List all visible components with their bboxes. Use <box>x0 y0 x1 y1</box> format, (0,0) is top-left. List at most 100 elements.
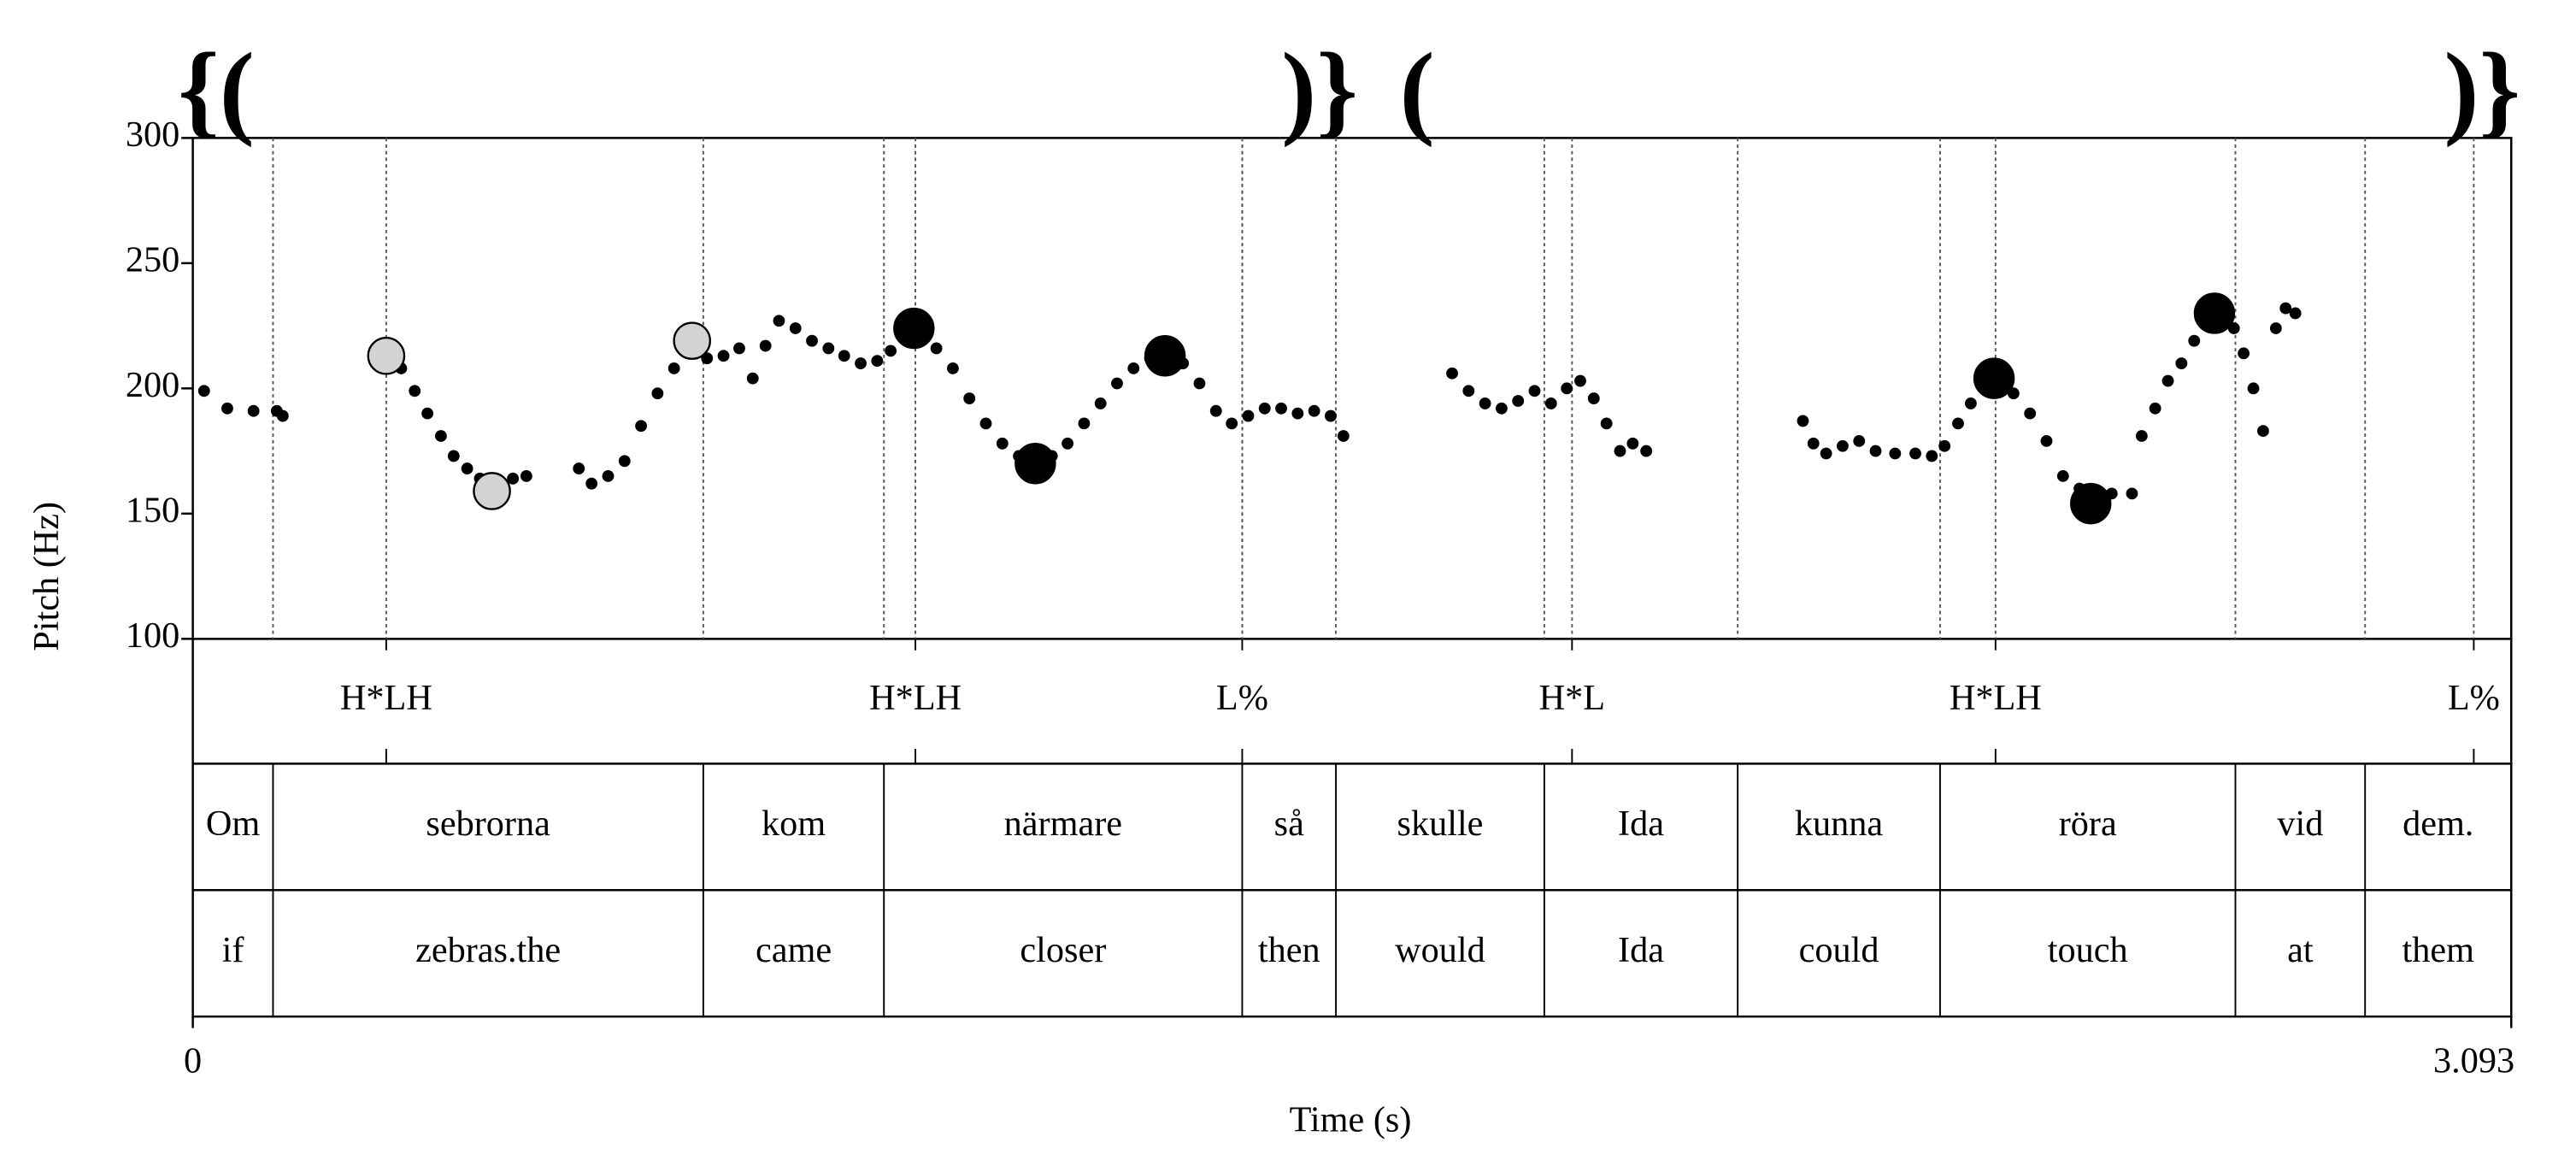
interval-label: kom <box>762 804 826 844</box>
pitch-point <box>1528 385 1541 398</box>
pitch-point <box>2175 357 2188 369</box>
pitch-point <box>421 407 434 420</box>
interval-label: closer <box>1020 930 1106 970</box>
pitch-point <box>855 357 867 369</box>
phrase-bracket: ( <box>1400 31 1435 148</box>
pitch-point <box>1938 439 1951 452</box>
pitch-point <box>1797 415 1809 427</box>
pitch-point <box>2279 302 2292 315</box>
pitch-point <box>1544 398 1557 409</box>
pitch-point <box>221 402 233 415</box>
pitch-point <box>1094 398 1107 409</box>
y-tick-label: 200 <box>126 365 179 405</box>
pitch-point <box>2238 347 2250 360</box>
pitch-point <box>1952 417 1964 430</box>
pitch-point <box>717 350 730 362</box>
pitch-point <box>1587 392 1600 404</box>
pitch-point <box>1626 437 1639 450</box>
y-tick-label: 300 <box>126 115 179 155</box>
pitch-point <box>773 315 785 327</box>
pitch-point <box>1462 385 1475 398</box>
pitch-point <box>2247 382 2260 395</box>
pitch-point <box>2269 322 2282 334</box>
x-tick-label: 0 <box>184 1041 202 1081</box>
interval-label: så <box>1274 804 1304 844</box>
pitch-point <box>1291 407 1304 420</box>
pitch-point <box>1308 404 1320 417</box>
interval-label: came <box>756 930 832 970</box>
pitch-point <box>635 420 647 433</box>
tone-label: H*LH <box>869 678 962 718</box>
pitch-point <box>197 385 210 398</box>
pitch-point <box>1889 447 1902 460</box>
interval-label: could <box>1799 930 1879 970</box>
pitch-point <box>573 462 585 475</box>
pitch-point <box>1337 430 1350 442</box>
pitch-point <box>520 469 532 482</box>
accent-marker <box>893 307 935 350</box>
interval-label: touch <box>2048 930 2128 970</box>
pitch-point <box>461 462 473 475</box>
tone-label: H*LH <box>1950 678 2042 718</box>
y-axis-label: Pitch (Hz) <box>26 502 67 651</box>
pitch-point <box>1193 377 1206 390</box>
pitch-point <box>1226 417 1238 430</box>
pitch-point <box>838 350 850 362</box>
pitch-point <box>1909 447 1921 460</box>
pitch-point <box>930 342 943 355</box>
interval-label: at <box>2287 930 2314 970</box>
pitch-point <box>1614 445 1626 457</box>
pitch-point <box>2149 402 2161 415</box>
pitch-point <box>1837 439 1849 452</box>
x-tick-label: 3.093 <box>2433 1041 2514 1081</box>
accent-marker <box>1015 443 1056 485</box>
accent-marker <box>673 321 711 360</box>
pitch-point <box>447 450 460 462</box>
pitch-point <box>1062 437 1074 450</box>
pitch-point <box>2126 487 2138 500</box>
pitch-point <box>276 409 289 422</box>
pitch-point <box>1640 445 1653 457</box>
accent-marker <box>367 336 406 375</box>
pitch-point <box>1111 377 1123 390</box>
interval-label: dem. <box>2403 804 2473 844</box>
pitch-point <box>1446 367 1458 380</box>
pitch-point <box>1078 417 1091 430</box>
pitch-point <box>507 472 520 485</box>
pitch-point <box>2257 425 2269 438</box>
pitch-point <box>789 322 802 334</box>
interval-label: Ida <box>1618 930 1664 970</box>
pitch-point <box>1258 402 1271 415</box>
pitch-point <box>1820 447 1832 460</box>
interval-label: sebrorna <box>426 804 550 844</box>
pitch-point <box>1853 434 1866 447</box>
tone-label: H*L <box>1539 678 1605 718</box>
interval-label: vid <box>2277 804 2323 844</box>
frame <box>191 137 2513 1018</box>
pitch-point <box>1275 402 1287 415</box>
pitch-point <box>651 387 664 400</box>
interval-label: would <box>1395 930 1485 970</box>
interval-label: them <box>2402 930 2474 970</box>
pitch-point <box>1209 404 1222 417</box>
pitch-point <box>1512 395 1525 407</box>
y-tick-label: 150 <box>126 491 179 531</box>
pitch-point <box>885 344 897 357</box>
pitch-point <box>1574 374 1586 387</box>
interval-label: Om <box>206 804 261 844</box>
pitch-point <box>996 437 1009 450</box>
interval-label: if <box>222 930 245 970</box>
pitch-point <box>2161 374 2174 387</box>
pitch-point <box>1325 409 1337 422</box>
pitch-point <box>2188 334 2201 347</box>
tone-label: L% <box>2448 678 2500 718</box>
interval-label: närmare <box>1004 804 1122 844</box>
phrase-bracket: {( <box>178 31 254 148</box>
pitch-point <box>668 362 680 374</box>
y-tick-label: 100 <box>126 615 179 656</box>
accent-marker <box>2070 482 2112 525</box>
pitch-point <box>979 417 992 430</box>
tone-label: L% <box>1216 678 1268 718</box>
